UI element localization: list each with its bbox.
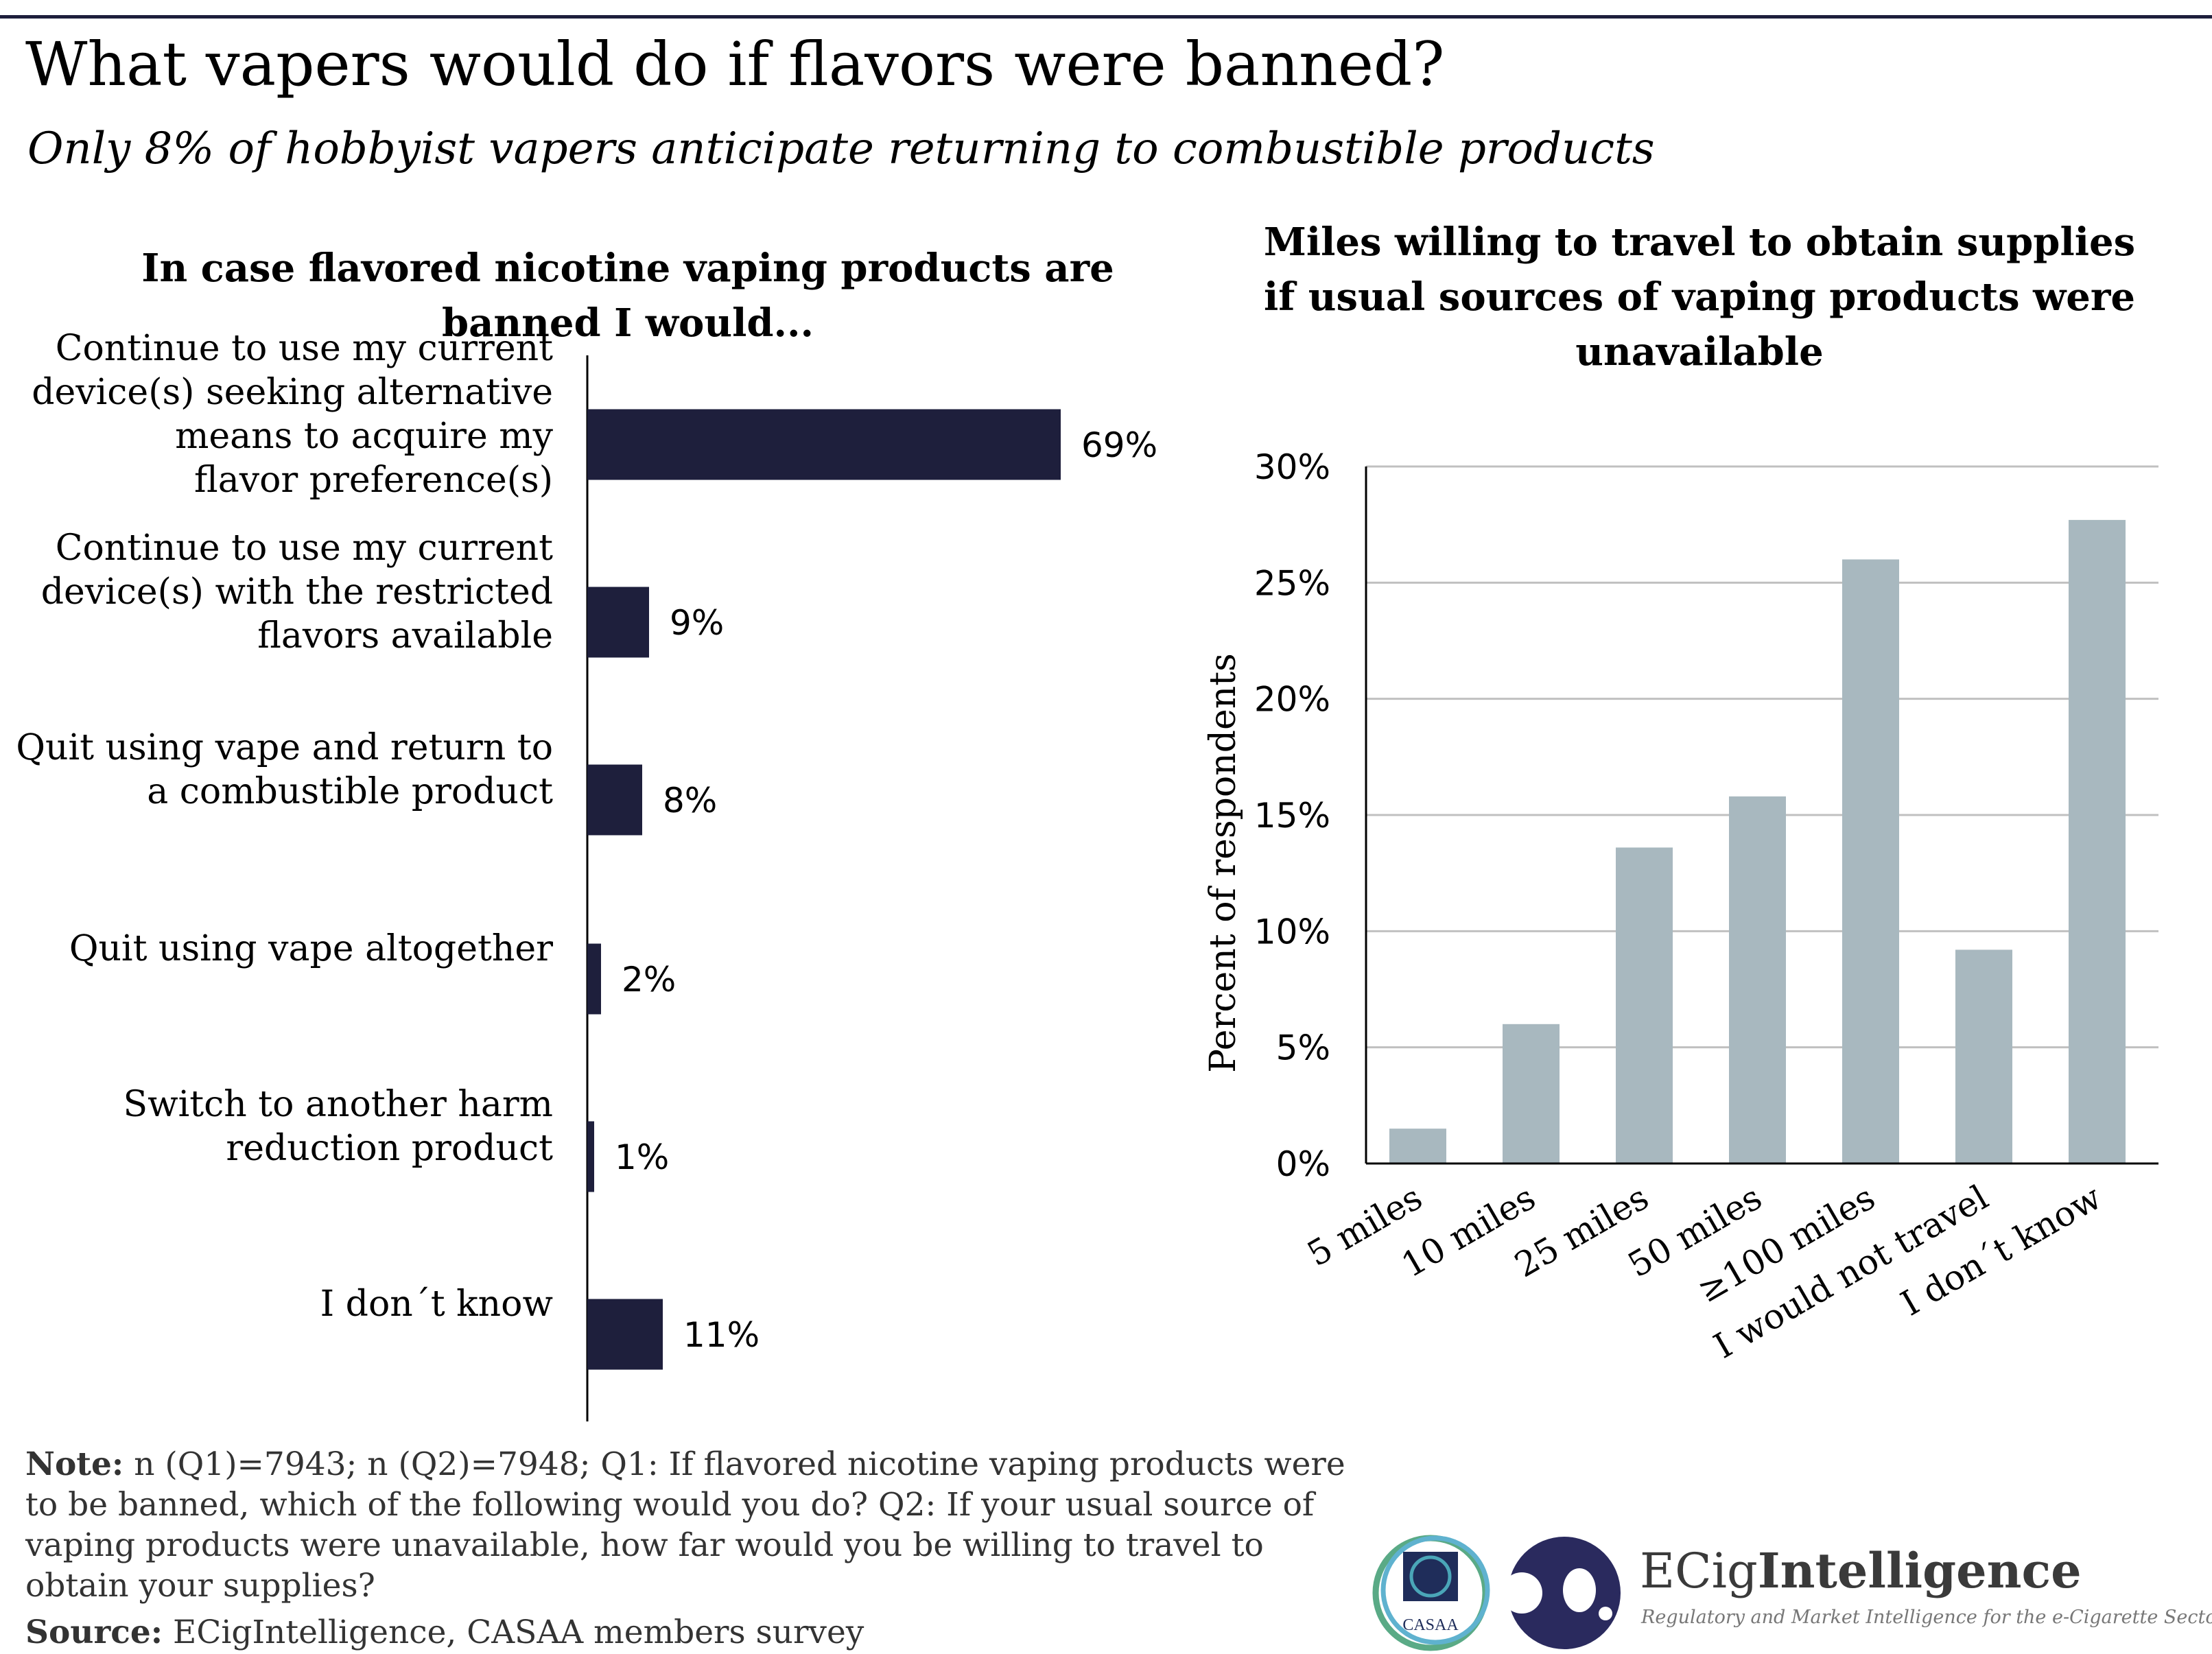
- bar-5: [1955, 949, 2012, 1163]
- bar-3: [1729, 796, 1786, 1163]
- bar-4: [1842, 559, 1899, 1163]
- top-rule: [0, 15, 2212, 19]
- brand-name: ECigIntelligence: [1640, 1542, 2082, 1599]
- data-label: 69%: [1081, 425, 1157, 465]
- bar-2: [1616, 847, 1673, 1163]
- category-label: Switch to another harm: [123, 1084, 553, 1125]
- category-label: Quit using vape and return to: [16, 727, 553, 768]
- y-tick-label: 0%: [1276, 1144, 1330, 1184]
- y-axis-label: Percent of respondents: [1203, 653, 1244, 1073]
- brand-name-light: ECig: [1640, 1543, 1758, 1599]
- category-label: means to acquire my: [175, 416, 554, 457]
- right-chart-title: unavailable: [1575, 329, 1823, 375]
- source-label: Source:: [25, 1614, 163, 1651]
- category-label: device(s) with the restricted: [41, 571, 553, 613]
- y-tick-label: 5%: [1276, 1028, 1330, 1068]
- category-label: reduction product: [226, 1128, 553, 1169]
- category-label: Continue to use my current: [56, 328, 553, 369]
- casaa-logo-text: CASAA: [1402, 1616, 1459, 1634]
- data-label: 11%: [683, 1315, 760, 1355]
- page-title: What vapers would do if flavors were ban…: [25, 29, 1445, 99]
- bar-1: [587, 587, 649, 658]
- y-tick-label: 15%: [1254, 796, 1330, 836]
- left-chart-title: banned I would...: [442, 300, 814, 346]
- page-subtitle: Only 8% of hobbyist vapers anticipate re…: [27, 123, 1655, 174]
- note: Note: n (Q1)=7943; n (Q2)=7948; Q1: If f…: [25, 1444, 1370, 1606]
- category-label: device(s) seeking alternative: [32, 372, 553, 413]
- bar-1: [1503, 1024, 1560, 1163]
- bar-6: [2069, 519, 2126, 1163]
- data-label: 2%: [622, 960, 676, 1000]
- category-label: flavor preference(s): [194, 460, 553, 501]
- source: Source: ECigIntelligence, CASAA members …: [25, 1614, 864, 1651]
- right-chart-title: Miles willing to travel to obtain suppli…: [1264, 220, 2135, 265]
- y-tick-label: 25%: [1254, 563, 1330, 603]
- note-label: Note:: [25, 1445, 124, 1483]
- data-label: 9%: [670, 603, 724, 643]
- brand-name-bold: Intelligence: [1757, 1542, 2082, 1599]
- source-text: ECigIntelligence, CASAA members survey: [163, 1614, 864, 1651]
- y-tick-label: 30%: [1254, 447, 1330, 487]
- category-label: I don´t know: [320, 1284, 553, 1325]
- brand-tagline: Regulatory and Market Intelligence for t…: [1641, 1607, 2212, 1628]
- bar-5: [587, 1299, 663, 1370]
- ecigintelligence-logo-mark: [1501, 1537, 1621, 1649]
- data-label: 8%: [663, 781, 717, 820]
- casaa-logo: CASAA: [1372, 1535, 1490, 1651]
- bar-4: [587, 1121, 594, 1192]
- data-label: 1%: [615, 1137, 669, 1177]
- bar-3: [587, 943, 601, 1015]
- bar-2: [587, 764, 642, 836]
- category-label: Continue to use my current: [56, 528, 553, 569]
- left-chart-title: In case flavored nicotine vaping product…: [141, 246, 1114, 291]
- y-tick-label: 10%: [1254, 912, 1330, 952]
- bar-0: [587, 409, 1061, 480]
- category-label: Quit using vape altogether: [69, 928, 553, 969]
- category-label: a combustible product: [147, 771, 553, 812]
- y-tick-label: 20%: [1254, 680, 1330, 720]
- category-label: flavors available: [257, 615, 553, 657]
- bar-0: [1389, 1129, 1446, 1163]
- right-chart-title: if usual sources of vaping products were: [1264, 274, 2135, 320]
- note-text: n (Q1)=7943; n (Q2)=7948; Q1: If flavore…: [25, 1445, 1345, 1605]
